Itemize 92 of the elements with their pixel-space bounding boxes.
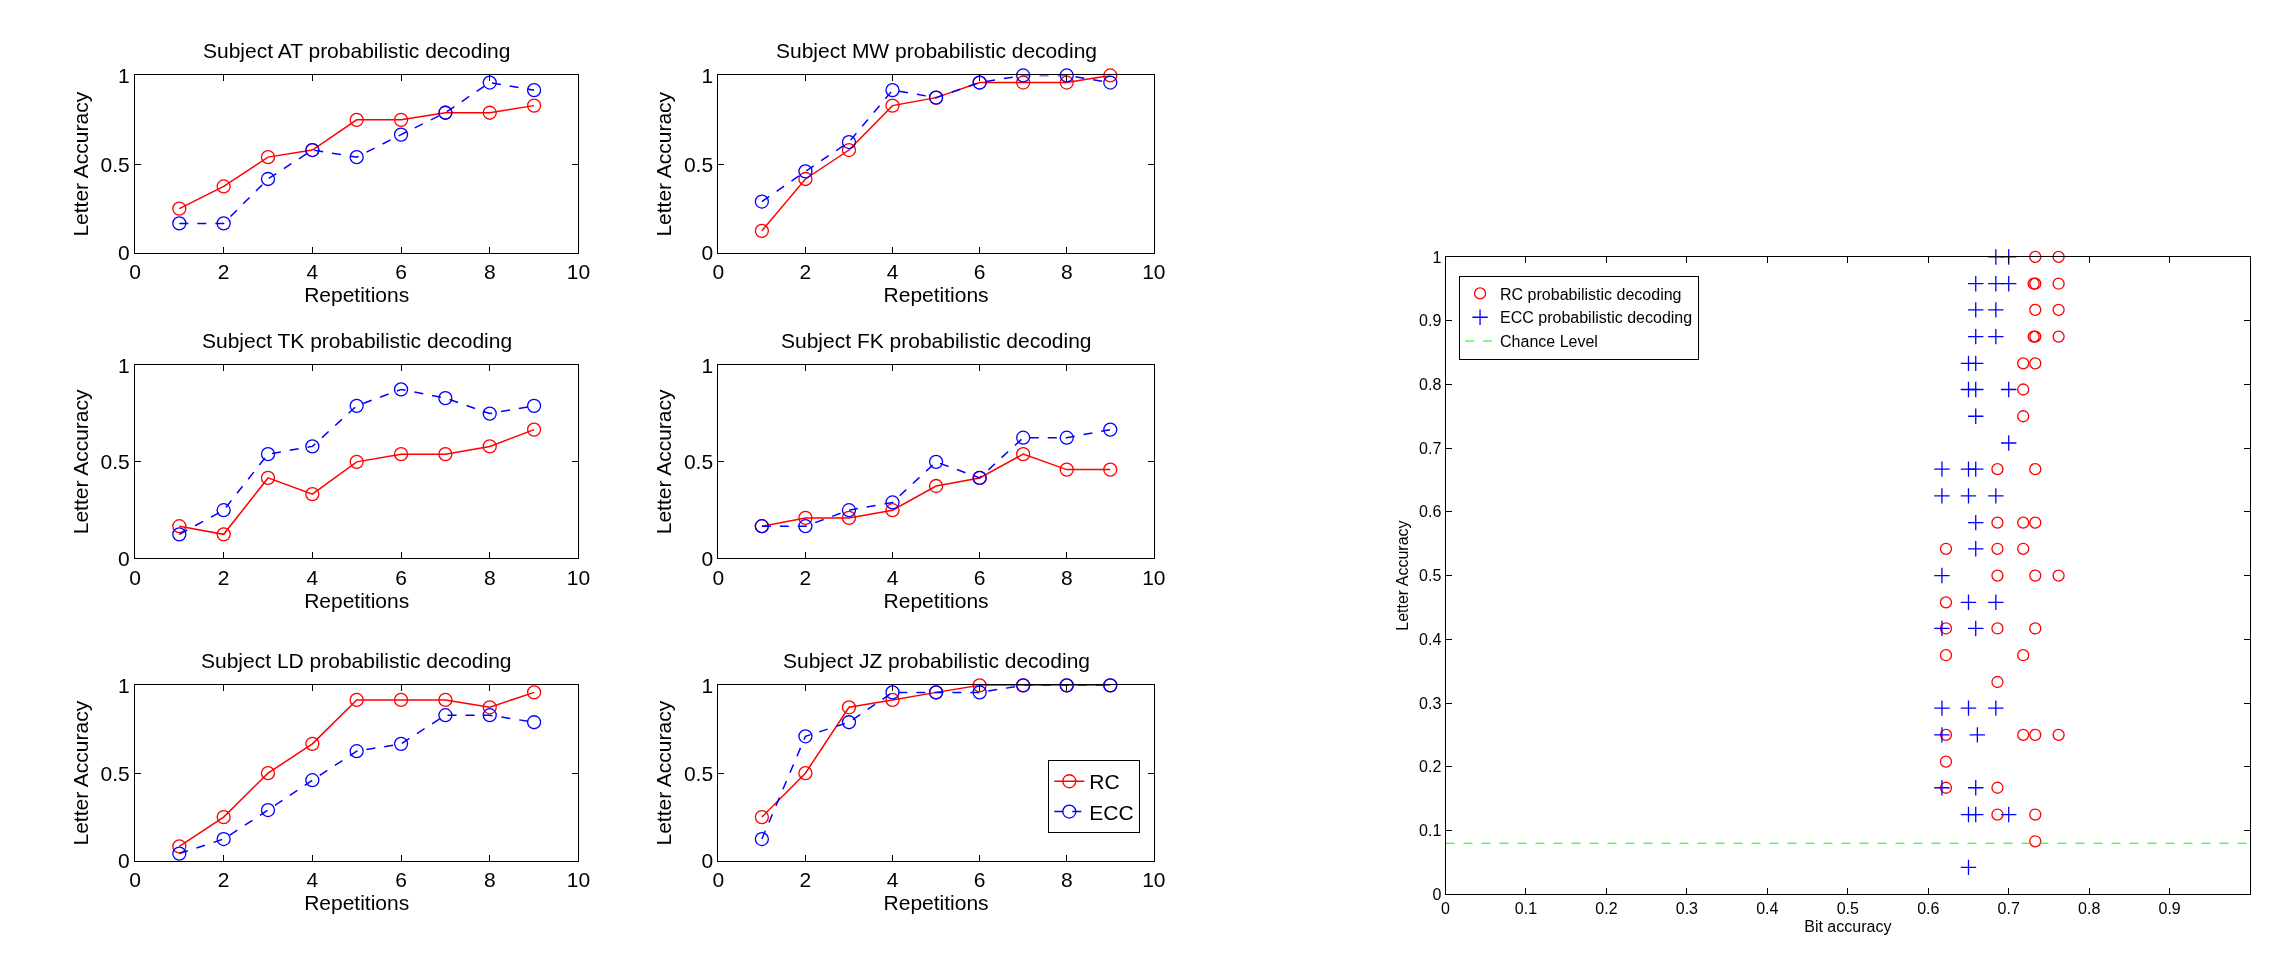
- y-tick-label: 0.5: [100, 152, 130, 176]
- x-tick-label: 6: [973, 868, 986, 892]
- x-tick-label: 4: [306, 260, 319, 284]
- x-tick-label: 8: [1060, 565, 1073, 589]
- y-tick-label: 0.5: [683, 152, 714, 176]
- y-axis-title: Letter Accuracy: [68, 700, 92, 846]
- chart-title: Subject LD probabilistic decoding: [201, 649, 512, 672]
- x-tick-label: 6: [395, 260, 407, 284]
- x-tick-label: 2: [217, 565, 230, 589]
- x-tick-label: 4: [886, 868, 899, 892]
- y-tick-label: 0.5: [100, 450, 130, 474]
- y-tick-label: 0: [118, 546, 130, 570]
- y-tick-label: 0.3: [1419, 694, 1442, 712]
- x-tick-label: 8: [1060, 260, 1073, 284]
- x-tick-label: 10: [1142, 260, 1166, 284]
- x-tick-label: 0.8: [2078, 900, 2101, 918]
- x-tick-label: 10: [566, 868, 591, 892]
- y-axis-title: Letter Accuracy: [652, 91, 676, 237]
- chart-title: Subject MW probabilistic decoding: [776, 39, 1097, 62]
- y-tick-label: 0: [701, 241, 714, 265]
- x-tick-label: 2: [799, 260, 812, 284]
- x-tick-label: 6: [395, 565, 407, 589]
- x-axis-title: Repetitions: [883, 588, 989, 612]
- x-tick-label: 8: [483, 260, 496, 284]
- x-tick-label: 0.6: [1917, 900, 1940, 918]
- y-tick-label: 1: [118, 63, 130, 87]
- x-tick-label: 0.9: [2158, 900, 2181, 918]
- x-axis-title: Repetitions: [883, 891, 989, 915]
- y-tick-label: 0.5: [100, 761, 130, 785]
- y-tick-label: 0: [701, 546, 714, 570]
- x-tick-label: 2: [217, 868, 230, 892]
- x-axis-title: Repetitions: [304, 283, 410, 307]
- y-tick-label: 0: [701, 849, 714, 873]
- y-tick-label: 1: [701, 673, 714, 697]
- y-tick-label: 0.5: [683, 450, 714, 474]
- y-tick-label: 0.2: [1419, 758, 1442, 776]
- x-tick-label: 0.5: [1836, 900, 1860, 918]
- chart-title: Subject JZ probabilistic decoding: [783, 649, 1091, 672]
- x-tick-label: 10: [566, 565, 591, 589]
- legend-label: RC probabilistic decoding: [1500, 285, 1682, 303]
- y-tick-label: 0: [118, 849, 130, 873]
- x-axis-title: Bit accuracy: [1804, 918, 1892, 936]
- x-axis-title: Repetitions: [304, 891, 410, 915]
- x-axis-title: Repetitions: [304, 588, 410, 612]
- y-tick-label: 0.6: [1419, 503, 1442, 521]
- x-tick-label: 8: [483, 565, 496, 589]
- chart-title: Subject FK probabilistic decoding: [781, 329, 1092, 352]
- y-axis-title: Letter Accuracy: [1393, 520, 1411, 631]
- y-tick-label: 0.1: [1419, 822, 1442, 840]
- legend-label: Chance Level: [1500, 333, 1598, 351]
- legend-label: ECC probabilistic decoding: [1500, 309, 1693, 327]
- x-tick-label: 4: [306, 868, 319, 892]
- y-axis-title: Letter Accuracy: [68, 91, 92, 237]
- chart-title: Subject AT probabilistic decoding: [203, 39, 511, 62]
- y-tick-label: 0: [118, 241, 130, 265]
- x-tick-label: 6: [395, 868, 407, 892]
- x-axis-title: Repetitions: [883, 283, 989, 307]
- y-tick-label: 0.8: [1419, 375, 1442, 393]
- y-tick-label: 0.4: [1419, 630, 1442, 648]
- x-tick-label: 8: [483, 868, 496, 892]
- y-tick-label: 1: [118, 353, 130, 377]
- legend-label: ECC: [1089, 800, 1134, 824]
- x-tick-label: 10: [566, 260, 591, 284]
- x-tick-label: 0.7: [1997, 900, 2020, 918]
- x-tick-label: 4: [886, 260, 899, 284]
- x-tick-label: 2: [217, 260, 230, 284]
- y-tick-label: 0.5: [683, 761, 714, 785]
- x-tick-label: 6: [973, 565, 986, 589]
- x-tick-label: 0.3: [1675, 900, 1699, 918]
- x-tick-label: 2: [799, 868, 812, 892]
- y-tick-label: 0.7: [1419, 439, 1442, 457]
- y-tick-label: 1: [701, 63, 714, 87]
- x-tick-label: 6: [973, 260, 986, 284]
- y-tick-label: 1: [118, 673, 130, 697]
- y-tick-label: 0.9: [1419, 312, 1442, 330]
- y-tick-label: 0: [1432, 885, 1442, 903]
- x-tick-label: 0.4: [1756, 900, 1779, 918]
- y-axis-title: Letter Accuracy: [68, 389, 92, 535]
- x-tick-label: 8: [1060, 868, 1073, 892]
- y-axis-title: Letter Accuracy: [652, 700, 676, 846]
- y-axis-title: Letter Accuracy: [652, 389, 676, 535]
- x-tick-label: 10: [1142, 868, 1166, 892]
- y-tick-label: 1: [701, 353, 714, 377]
- x-tick-label: 0.1: [1514, 900, 1538, 918]
- x-tick-label: 4: [886, 565, 899, 589]
- x-tick-label: 0.2: [1595, 900, 1618, 918]
- y-tick-label: 1: [1432, 248, 1442, 266]
- x-tick-label: 10: [1142, 565, 1166, 589]
- chart-title: Subject TK probabilistic decoding: [202, 329, 513, 352]
- legend-label: RC: [1089, 770, 1120, 794]
- x-tick-label: 4: [306, 565, 319, 589]
- x-tick-label: 2: [799, 565, 812, 589]
